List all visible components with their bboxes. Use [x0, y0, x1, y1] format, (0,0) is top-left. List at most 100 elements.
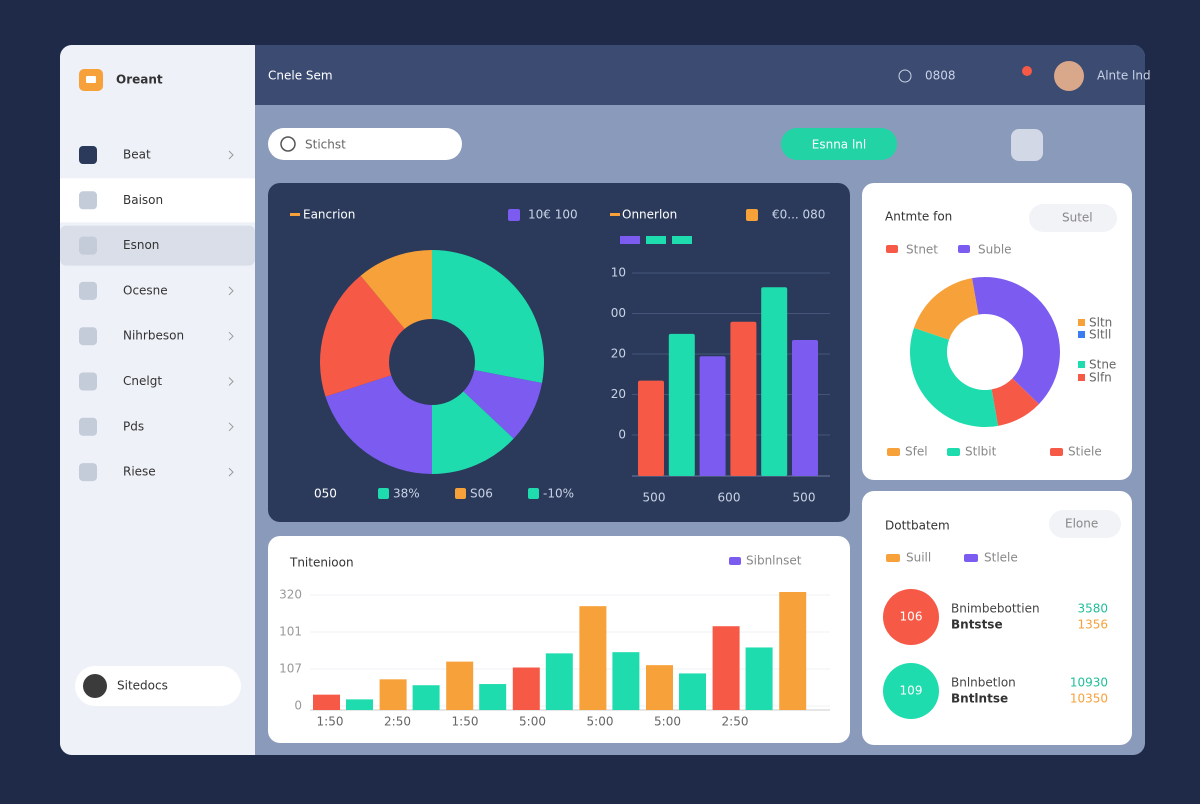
legend-swatch — [887, 448, 900, 456]
label: -10% — [543, 487, 574, 501]
label: 600 — [718, 491, 741, 505]
label: Bnimbebottien — [951, 602, 1040, 616]
label: 1356 — [1077, 618, 1108, 632]
legend-swatch — [886, 245, 898, 253]
slice — [971, 277, 1060, 405]
bar — [745, 647, 773, 710]
primary-button[interactable] — [781, 128, 897, 160]
legend-dash — [290, 213, 300, 216]
label: Suble — [978, 243, 1012, 257]
bar — [779, 592, 807, 710]
slice — [914, 278, 979, 340]
legend-swatch — [729, 557, 741, 565]
label: 0 — [618, 428, 626, 442]
bar — [545, 653, 573, 710]
label: 500 — [643, 491, 666, 505]
label: Sfel — [905, 445, 928, 459]
header-status: 0808 — [925, 69, 956, 83]
mini-legend — [620, 236, 640, 244]
label: 10350 — [1070, 692, 1108, 706]
label: Stlbit — [965, 445, 997, 459]
legend-swatch — [1078, 319, 1085, 326]
notification[interactable] — [1022, 66, 1032, 76]
slice — [463, 370, 543, 439]
search-box[interactable] — [268, 128, 462, 160]
avatar[interactable] — [1054, 61, 1084, 91]
search-text: Stichst — [305, 138, 346, 152]
nav-icon — [79, 191, 97, 210]
legend-swatch — [1078, 374, 1085, 381]
label: 2:50 — [722, 715, 749, 729]
label: 0 — [294, 699, 302, 713]
label: Eancrion — [303, 208, 355, 222]
label: 107 — [279, 662, 302, 676]
bar — [792, 339, 818, 476]
legend-swatch — [958, 245, 970, 253]
slice — [991, 378, 1039, 426]
bar — [646, 665, 673, 710]
bar — [638, 380, 664, 476]
mini-legend — [672, 236, 692, 244]
label: Nihrbeson — [123, 329, 184, 343]
mini-legend — [646, 236, 666, 244]
label: 101 — [279, 625, 302, 639]
nav-icon — [79, 236, 97, 255]
bar — [612, 652, 640, 710]
nav-item[interactable] — [60, 405, 255, 449]
slice — [910, 327, 999, 427]
label: Sibnlnset — [746, 554, 802, 568]
user-card[interactable] — [75, 666, 241, 706]
chevron — [228, 467, 234, 477]
label: Pds — [123, 419, 144, 433]
slice — [432, 250, 544, 383]
label: Stiele — [1068, 445, 1102, 459]
legend-swatch — [455, 488, 466, 499]
label: Riese — [123, 465, 156, 479]
label: 050 — [314, 487, 337, 501]
legend-swatch — [964, 554, 978, 562]
label: 500 — [793, 491, 816, 505]
bar — [579, 606, 607, 710]
donut-panel — [862, 183, 1132, 480]
label: €0... 080 — [772, 208, 825, 222]
label: 10 — [611, 266, 626, 280]
label: Sutel — [1062, 211, 1093, 225]
slice — [325, 375, 432, 474]
slice — [432, 391, 514, 474]
label: 3580 — [1077, 602, 1108, 616]
label: 5:00 — [587, 715, 614, 729]
icon — [898, 69, 912, 83]
legend-swatch — [1078, 331, 1085, 338]
slice — [320, 275, 405, 397]
label: 5:00 — [519, 715, 546, 729]
header — [255, 45, 1145, 105]
nav-item[interactable] — [60, 133, 255, 177]
label: Elone — [1065, 517, 1098, 531]
bar — [512, 667, 540, 710]
nav-icon — [79, 372, 97, 391]
slice — [360, 250, 432, 329]
bar — [313, 694, 340, 710]
sidebar — [60, 45, 255, 755]
label: 5:00 — [654, 715, 681, 729]
icon-button[interactable] — [1011, 129, 1043, 161]
badge — [883, 589, 939, 645]
label: Bntlntse — [951, 692, 1008, 706]
filter[interactable] — [1049, 510, 1121, 538]
badge — [883, 663, 939, 719]
legend-swatch — [1078, 361, 1085, 368]
nav-item[interactable] — [60, 450, 255, 494]
chevron — [228, 377, 234, 386]
label: Bntstse — [951, 618, 1003, 632]
label: 38% — [393, 487, 420, 501]
legend-swatch — [886, 554, 900, 562]
legend-dash — [610, 213, 620, 216]
label: Cnelgt — [123, 374, 162, 388]
label: Tnitenioon — [289, 556, 354, 570]
label: 1:50 — [317, 715, 344, 729]
filter[interactable] — [1029, 204, 1117, 232]
label: Stne — [1089, 358, 1116, 372]
bar — [379, 679, 407, 710]
button-text: Esnna lnl — [812, 138, 867, 152]
label: Esnon — [123, 238, 159, 252]
